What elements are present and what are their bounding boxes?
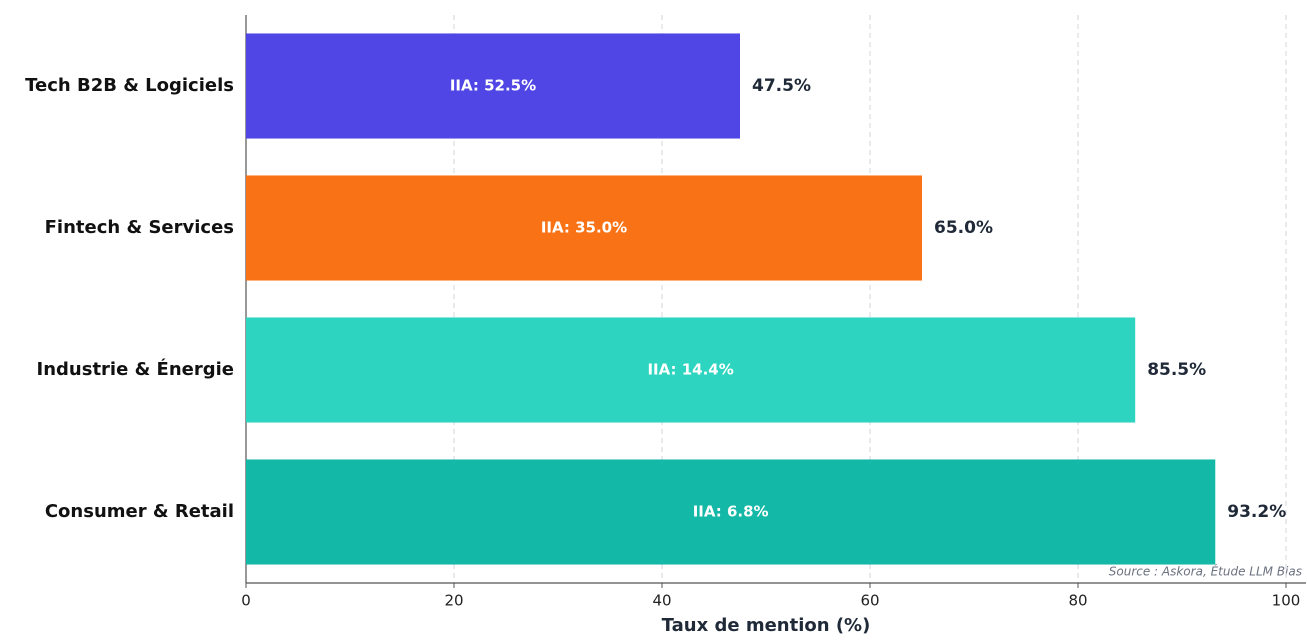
y-tick-label: Fintech & Services: [45, 217, 234, 238]
bar: [246, 33, 740, 139]
x-tick-label: 40: [652, 592, 671, 610]
value-label: 65.0%: [934, 218, 993, 238]
x-tick-label: 0: [241, 592, 251, 610]
x-tick-label: 100: [1272, 592, 1301, 610]
source-note: Source : Askora, Étude LLM Bias: [1109, 564, 1302, 579]
bar: [246, 175, 922, 281]
x-tick-label: 80: [1068, 592, 1087, 610]
inner-label: IIA: 14.4%: [647, 361, 733, 379]
x-tick-label: 60: [860, 592, 879, 610]
value-label: 85.5%: [1147, 360, 1206, 380]
value-label: 47.5%: [752, 76, 811, 96]
bar: [246, 317, 1136, 423]
y-tick-label: Industrie & Énergie: [37, 358, 234, 380]
y-tick-label: Tech B2B & Logiciels: [25, 75, 234, 96]
y-tick-label: Consumer & Retail: [45, 501, 234, 522]
bar: [246, 459, 1216, 565]
inner-label: IIA: 6.8%: [693, 503, 769, 521]
x-axis-label: Taux de mention (%): [662, 615, 871, 636]
x-tick-label: 20: [444, 592, 463, 610]
inner-label: IIA: 35.0%: [541, 219, 627, 237]
value-label: 93.2%: [1227, 502, 1286, 522]
inner-label: IIA: 52.5%: [450, 77, 536, 95]
